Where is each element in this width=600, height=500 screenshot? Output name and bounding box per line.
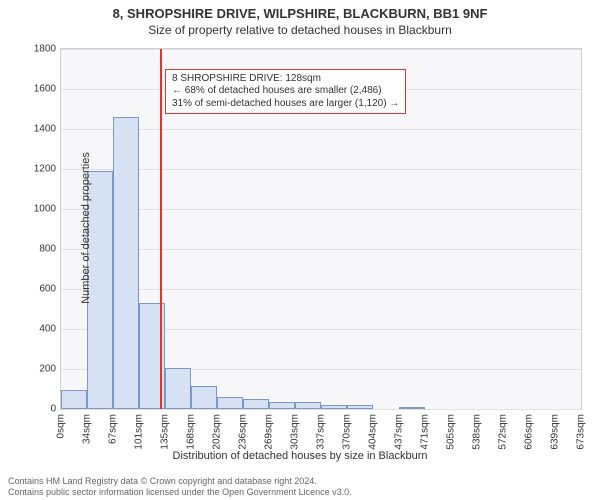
y-tick-label: 400	[39, 324, 56, 335]
marker-line	[160, 49, 162, 409]
y-tick-label: 600	[39, 284, 56, 295]
chart-container: 8, SHROPSHIRE DRIVE, WILPSHIRE, BLACKBUR…	[0, 0, 600, 500]
y-axis-label: Number of detached properties	[80, 152, 92, 304]
histogram-bar	[113, 117, 139, 409]
annotation-line: ← 68% of detached houses are smaller (2,…	[172, 85, 399, 98]
annotation-box: 8 SHROPSHIRE DRIVE: 128sqm← 68% of detac…	[165, 69, 406, 115]
footer-attribution: Contains HM Land Registry data © Crown c…	[8, 476, 352, 498]
histogram-bar	[165, 368, 191, 409]
annotation-line: 31% of semi-detached houses are larger (…	[172, 98, 399, 111]
plot-region: 0200400600800100012001400160018000sqm34s…	[60, 48, 582, 410]
gridline	[61, 289, 581, 290]
gridline	[61, 49, 581, 50]
gridline	[61, 249, 581, 250]
footer-line-2: Contains public sector information licen…	[8, 487, 352, 498]
y-tick-label: 800	[39, 244, 56, 255]
gridline	[61, 209, 581, 210]
chart-area: 0200400600800100012001400160018000sqm34s…	[60, 48, 580, 408]
y-tick-label: 200	[39, 364, 56, 375]
y-tick-label: 1600	[34, 84, 56, 95]
histogram-bar	[191, 386, 217, 409]
footer-line-1: Contains HM Land Registry data © Crown c…	[8, 476, 352, 487]
x-axis-label: Distribution of detached houses by size …	[0, 408, 600, 462]
histogram-bar	[61, 390, 87, 409]
annotation-line: 8 SHROPSHIRE DRIVE: 128sqm	[172, 73, 399, 86]
y-tick-label: 1800	[34, 44, 56, 55]
chart-subtitle: Size of property relative to detached ho…	[0, 21, 600, 37]
gridline	[61, 129, 581, 130]
y-tick-label: 1000	[34, 204, 56, 215]
chart-title: 8, SHROPSHIRE DRIVE, WILPSHIRE, BLACKBUR…	[0, 0, 600, 21]
y-tick-label: 1400	[34, 124, 56, 135]
y-tick-label: 1200	[34, 164, 56, 175]
gridline	[61, 169, 581, 170]
